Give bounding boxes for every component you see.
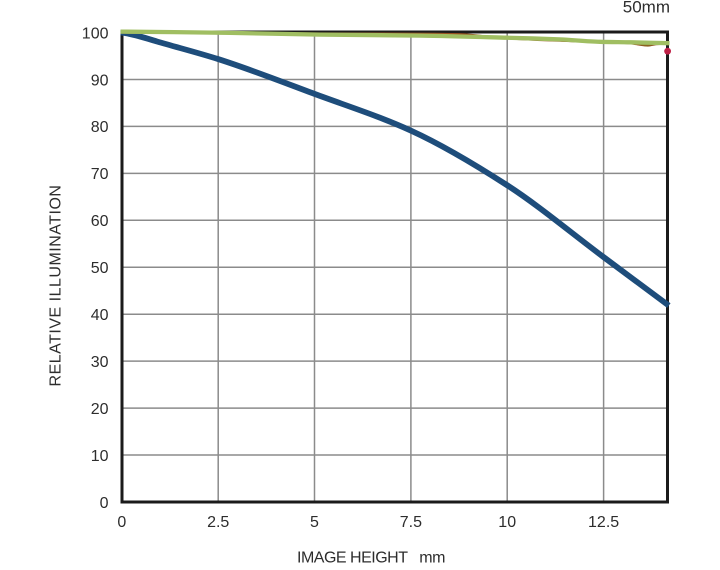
svg-text:RELATIVE ILLUMINATION: RELATIVE ILLUMINATION [47, 185, 64, 387]
svg-text:60: 60 [91, 213, 109, 230]
svg-text:12.5: 12.5 [588, 514, 619, 531]
svg-text:100: 100 [82, 25, 109, 42]
svg-text:10: 10 [91, 448, 109, 465]
svg-text:40: 40 [91, 307, 109, 324]
svg-text:50: 50 [91, 260, 109, 277]
svg-text:10: 10 [498, 514, 516, 531]
svg-text:80: 80 [91, 119, 109, 136]
svg-text:30: 30 [91, 354, 109, 371]
svg-text:20: 20 [91, 401, 109, 418]
svg-text:7.5: 7.5 [400, 514, 422, 531]
svg-text:0: 0 [117, 514, 126, 531]
svg-text:2.5: 2.5 [207, 514, 229, 531]
svg-text:IMAGE HEIGHT mm: IMAGE HEIGHT mm [297, 550, 445, 567]
svg-text:50mm: 50mm [623, 0, 670, 17]
svg-text:0: 0 [100, 495, 109, 512]
svg-text:5: 5 [310, 514, 319, 531]
svg-text:70: 70 [91, 166, 109, 183]
svg-text:90: 90 [91, 72, 109, 89]
